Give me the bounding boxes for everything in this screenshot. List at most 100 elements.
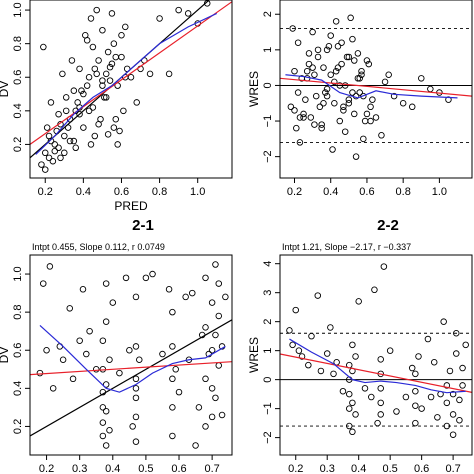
data-point (78, 87, 85, 94)
data-point (102, 318, 110, 325)
data-point (57, 154, 64, 162)
data-point (349, 399, 356, 407)
linear-regression-line (30, 361, 232, 376)
data-point (169, 308, 176, 316)
data-point (215, 280, 223, 287)
data-point (126, 346, 133, 354)
x-tick-label: 0.2 (39, 463, 54, 474)
data-point (329, 146, 336, 153)
data-point (101, 94, 108, 101)
data-point (354, 50, 362, 57)
data-point (93, 6, 100, 14)
data-point (106, 63, 114, 71)
y-tick-label: 0.4 (12, 381, 24, 396)
data-point (102, 94, 110, 101)
data-point (92, 366, 100, 373)
data-point (320, 64, 327, 71)
y-tick-label: 1 (262, 47, 274, 53)
data-point (41, 166, 49, 173)
data-point (358, 71, 365, 79)
panel-frame (279, 254, 473, 456)
y-axis-label: DV (0, 347, 11, 364)
data-point (453, 350, 460, 357)
data-point (102, 407, 110, 415)
panel-label: 2-1 (132, 217, 154, 234)
data-point (132, 343, 140, 350)
y-axis-label: WRES (247, 71, 261, 107)
data-point (307, 114, 315, 121)
data-point (305, 60, 313, 68)
data-point (159, 350, 166, 358)
plot-title: Intpt 0.455, Slope 0.112, r 0.0749 (32, 242, 165, 252)
data-point (298, 75, 305, 82)
data-point (322, 89, 329, 96)
data-point (102, 70, 110, 78)
data-point (208, 385, 216, 392)
y-tick-label: 1 (262, 348, 274, 354)
data-point (338, 60, 345, 68)
data-point (289, 25, 296, 32)
data-point (446, 367, 454, 375)
data-point (296, 139, 304, 146)
data-point (289, 341, 296, 349)
data-point (149, 270, 156, 278)
y-tick-label: 2 (262, 319, 274, 325)
y-tick-label: −2 (262, 431, 274, 444)
data-point (349, 341, 356, 349)
data-point (305, 50, 313, 57)
data-point (83, 82, 91, 89)
data-point (132, 438, 140, 445)
data-point (99, 77, 106, 84)
data-point (418, 75, 425, 82)
data-point (208, 346, 216, 354)
data-point (132, 394, 140, 402)
data-point (129, 423, 136, 430)
data-point (79, 286, 87, 293)
data-point (215, 312, 223, 320)
data-point (430, 358, 438, 366)
identity-line (30, 319, 232, 437)
data-point (368, 393, 375, 401)
data-point (286, 327, 293, 334)
x-tick-label: 0.4 (323, 186, 338, 198)
data-point (434, 414, 441, 421)
data-point (323, 85, 331, 93)
data-point (175, 388, 183, 396)
x-tick-label: 0.3 (72, 463, 87, 474)
data-point (61, 132, 68, 140)
data-point (332, 18, 340, 25)
data-point (215, 362, 223, 369)
data-point (106, 77, 114, 84)
data-point (68, 57, 76, 64)
data-point (363, 110, 371, 118)
data-point (43, 346, 50, 354)
data-point (208, 299, 216, 306)
data-point (459, 382, 466, 389)
data-point (331, 78, 338, 86)
data-point (412, 419, 419, 427)
data-point (352, 153, 360, 160)
y-axis-label: WRES (247, 337, 261, 373)
data-point (114, 141, 121, 148)
data-point (38, 161, 45, 168)
data-point (323, 350, 331, 357)
linear-regression-line (280, 77, 472, 97)
data-point (371, 286, 378, 294)
data-point (175, 6, 182, 14)
x-tick-label: 0.5 (138, 463, 153, 474)
data-point (462, 341, 469, 349)
data-point (132, 413, 140, 421)
plot-area (30, 0, 232, 173)
data-point (99, 419, 107, 426)
x-tick-label: 0.8 (152, 186, 167, 198)
data-point (102, 280, 110, 287)
data-point (156, 15, 163, 22)
data-point (327, 324, 334, 331)
data-point (352, 353, 359, 360)
data-point (311, 71, 318, 79)
data-point (298, 353, 306, 360)
plot-area (280, 14, 472, 160)
data-point (108, 10, 116, 17)
data-point (142, 274, 150, 282)
